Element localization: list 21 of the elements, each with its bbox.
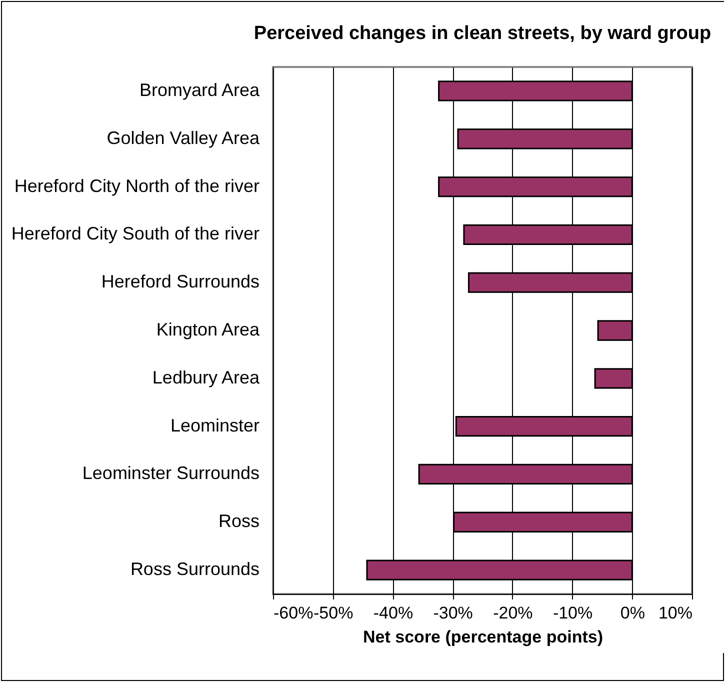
y-tick-label: Kington Area (156, 320, 260, 340)
x-tick-label: -30% (433, 604, 473, 622)
y-tick-label: Leominster Surrounds (82, 463, 260, 484)
x-axis-title: Net score (percentage points) (363, 628, 603, 646)
y-tick-label: Ross (218, 511, 260, 532)
x-tick-label: 0% (620, 604, 645, 622)
x-tick-label: -40% (373, 604, 414, 622)
x-tick-label: -50% (314, 604, 354, 622)
y-tick-label: Ledbury Area (152, 367, 260, 388)
x-tick-label: -60% (274, 604, 314, 622)
x-tick-label: -20% (493, 604, 533, 622)
y-tick-label: Ross Surrounds (130, 559, 260, 580)
chart-title: Perceived changes in clean streets, by ward group (254, 23, 712, 44)
y-tick-label: Hereford Surrounds (101, 272, 260, 292)
y-tick-label: Golden Valley Area (106, 128, 260, 148)
x-tick-label: 10% (658, 604, 692, 622)
y-tick-label: Hereford City South of the river (11, 224, 260, 244)
y-tick-label: Bromyard Area (139, 80, 260, 100)
y-tick-label: Leominster (170, 415, 260, 436)
x-tick-label: -10% (552, 604, 593, 622)
y-tick-label: Hereford City North of the river (14, 176, 260, 196)
